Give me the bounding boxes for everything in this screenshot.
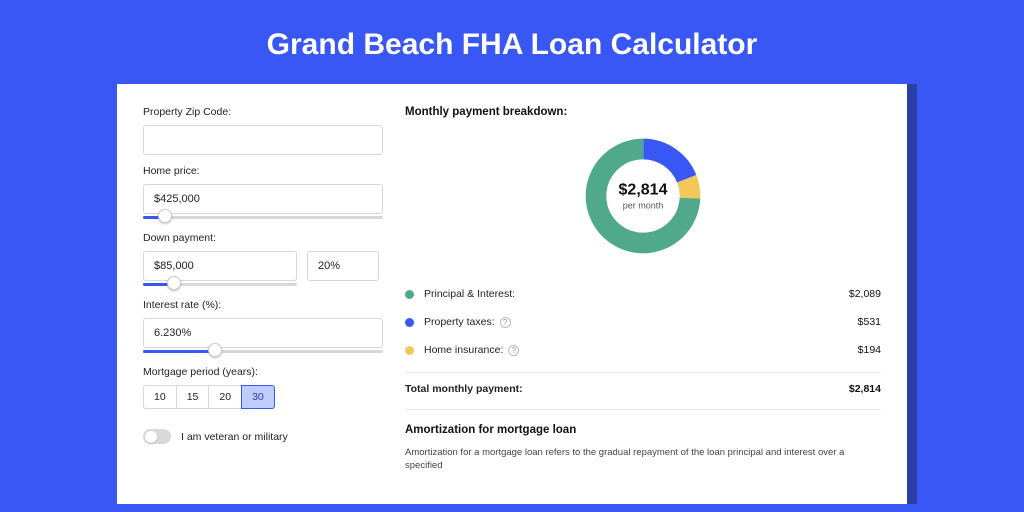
toggle-knob bbox=[145, 431, 157, 443]
home-price-field: Home price: bbox=[143, 165, 383, 226]
legend-dot bbox=[405, 290, 414, 299]
home-price-label: Home price: bbox=[143, 165, 383, 177]
legend-label: Property taxes: ? bbox=[424, 316, 858, 328]
zip-field: Property Zip Code: bbox=[143, 106, 383, 155]
legend-row-pi: Principal & Interest:$2,089 bbox=[405, 280, 881, 308]
down-payment-pct-input[interactable] bbox=[307, 251, 379, 281]
total-row: Total monthly payment: $2,814 bbox=[405, 372, 881, 409]
mortgage-period-field: Mortgage period (years): 10152030 bbox=[143, 366, 383, 409]
legend-dot bbox=[405, 318, 414, 327]
info-icon[interactable]: ? bbox=[508, 345, 519, 356]
slider-thumb[interactable] bbox=[208, 343, 222, 357]
interest-rate-label: Interest rate (%): bbox=[143, 299, 383, 311]
mortgage-period-label: Mortgage period (years): bbox=[143, 366, 383, 378]
donut-chart: $2,814 per month bbox=[405, 128, 881, 276]
total-label: Total monthly payment: bbox=[405, 383, 849, 395]
total-value: $2,814 bbox=[849, 383, 881, 395]
home-price-slider[interactable] bbox=[143, 212, 383, 226]
veteran-row: I am veteran or military bbox=[143, 429, 383, 444]
slider-thumb[interactable] bbox=[167, 276, 181, 290]
interest-rate-field: Interest rate (%): bbox=[143, 299, 383, 360]
calculator-card: Property Zip Code: Home price: Down paym… bbox=[117, 84, 907, 504]
amortization-title: Amortization for mortgage loan bbox=[405, 424, 881, 436]
down-payment-input[interactable] bbox=[143, 251, 297, 281]
legend: Principal & Interest:$2,089Property taxe… bbox=[405, 276, 881, 368]
legend-label: Home insurance: ? bbox=[424, 344, 858, 356]
down-payment-slider[interactable] bbox=[143, 279, 297, 293]
home-price-input[interactable] bbox=[143, 184, 383, 214]
mortgage-period-pills: 10152030 bbox=[143, 385, 383, 409]
legend-row-ins: Home insurance: ?$194 bbox=[405, 336, 881, 364]
period-pill-20[interactable]: 20 bbox=[208, 385, 242, 409]
interest-rate-slider[interactable] bbox=[143, 346, 383, 360]
down-payment-label: Down payment: bbox=[143, 232, 383, 244]
page-title: Grand Beach FHA Loan Calculator bbox=[0, 0, 1024, 84]
legend-value: $194 bbox=[858, 344, 881, 356]
donut-sub: per month bbox=[619, 201, 668, 211]
breakdown-panel: Monthly payment breakdown: $2,814 per mo… bbox=[405, 106, 881, 504]
veteran-toggle[interactable] bbox=[143, 429, 171, 444]
breakdown-title: Monthly payment breakdown: bbox=[405, 106, 881, 118]
donut-amount: $2,814 bbox=[619, 182, 668, 200]
amortization-text: Amortization for a mortgage loan refers … bbox=[405, 446, 881, 473]
slider-thumb[interactable] bbox=[158, 209, 172, 223]
slider-fill bbox=[143, 350, 215, 353]
veteran-label: I am veteran or military bbox=[181, 431, 288, 443]
legend-value: $531 bbox=[858, 316, 881, 328]
zip-label: Property Zip Code: bbox=[143, 106, 383, 118]
period-pill-15[interactable]: 15 bbox=[176, 385, 210, 409]
interest-rate-input[interactable] bbox=[143, 318, 383, 348]
inputs-panel: Property Zip Code: Home price: Down paym… bbox=[143, 106, 383, 504]
legend-dot bbox=[405, 346, 414, 355]
legend-value: $2,089 bbox=[849, 288, 881, 300]
slider-track bbox=[143, 216, 383, 219]
period-pill-30[interactable]: 30 bbox=[241, 385, 275, 409]
amortization-section: Amortization for mortgage loan Amortizat… bbox=[405, 409, 881, 473]
donut-center: $2,814 per month bbox=[619, 182, 668, 211]
period-pill-10[interactable]: 10 bbox=[143, 385, 177, 409]
zip-input[interactable] bbox=[143, 125, 383, 155]
down-payment-field: Down payment: bbox=[143, 232, 383, 293]
info-icon[interactable]: ? bbox=[500, 317, 511, 328]
legend-row-tax: Property taxes: ?$531 bbox=[405, 308, 881, 336]
legend-label: Principal & Interest: bbox=[424, 288, 849, 300]
